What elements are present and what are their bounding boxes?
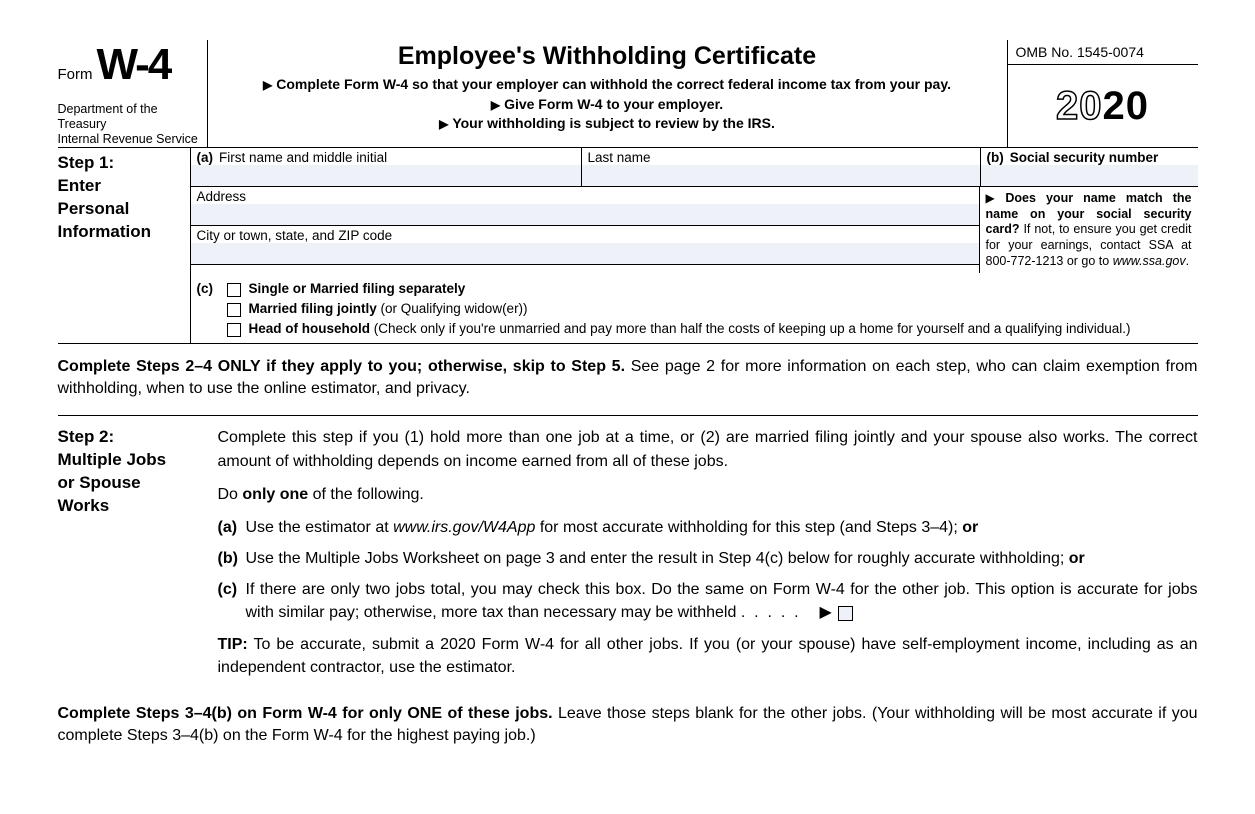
- mid-instr-bold: Complete Steps 2–4 ONLY if they apply to…: [58, 358, 626, 375]
- ssn-note-period: .: [1186, 254, 1189, 268]
- triangle-icon: ▶: [491, 98, 500, 112]
- filing-status-group: (c) Single or Married filing separately …: [191, 273, 1198, 343]
- leader-dots: [736, 604, 807, 621]
- step2-h3: or Spouse: [58, 472, 206, 495]
- bottom-bold: Complete Steps 3–4(b) on Form W-4 for on…: [58, 705, 553, 722]
- mid-instruction: Complete Steps 2–4 ONLY if they apply to…: [58, 344, 1198, 409]
- address-input[interactable]: [191, 204, 979, 226]
- triangle-icon: ▶: [439, 117, 448, 131]
- prefix-b: (b): [987, 150, 1004, 165]
- first-name-label: First name and middle initial: [219, 150, 387, 165]
- ssn-label: Social security number: [1010, 150, 1159, 165]
- step2-do-b: only one: [242, 486, 308, 503]
- step1-h1: Step 1:: [58, 152, 184, 175]
- prefix-a: (a): [197, 150, 214, 165]
- opt-a-url: www.irs.gov/W4App: [393, 519, 535, 536]
- tip-rest: To be accurate, submit a 2020 Form W-4 f…: [218, 636, 1198, 676]
- header-line1: Complete Form W-4 so that your employer …: [276, 76, 951, 92]
- bottom-instruction: Complete Steps 3–4(b) on Form W-4 for on…: [58, 689, 1198, 756]
- tax-year: 2020: [1008, 65, 1198, 147]
- form-number: W-4: [97, 40, 171, 90]
- step1-h2: Enter: [58, 175, 184, 198]
- step2-p1: Complete this step if you (1) hold more …: [218, 426, 1198, 472]
- header-line2: Give Form W-4 to your employer.: [504, 96, 723, 112]
- address-label: Address: [191, 187, 979, 204]
- opt-b-label: (b): [218, 547, 246, 570]
- opt-married-r: (or Qualifying widow(er)): [377, 301, 528, 316]
- opt-hoh-b: Head of household: [249, 321, 371, 336]
- header-line3: Your withholding is subject to review by…: [452, 115, 775, 131]
- header-left: FormW-4 Department of the Treasury Inter…: [58, 40, 208, 147]
- step2-body: Complete this step if you (1) hold more …: [218, 426, 1198, 689]
- step2-block: Step 2: Multiple Jobs or Spouse Works Co…: [58, 426, 1198, 689]
- city-input[interactable]: [191, 243, 979, 265]
- omb-number: OMB No. 1545-0074: [1008, 40, 1198, 65]
- ssn-note: ▶Does your name match the name on your s…: [980, 187, 1198, 273]
- header-right: OMB No. 1545-0074 2020: [1008, 40, 1198, 147]
- header-middle: Employee's Withholding Certificate ▶ Comp…: [208, 40, 1008, 147]
- checkbox-single[interactable]: [227, 283, 241, 297]
- triangle-icon: ▶: [820, 601, 832, 624]
- step2-h4: Works: [58, 495, 206, 518]
- step1-h4: Information: [58, 221, 184, 244]
- step2-h2: Multiple Jobs: [58, 449, 206, 472]
- opt-a-or: or: [962, 519, 978, 536]
- opt-a-post: for most accurate withholding for this s…: [535, 519, 962, 536]
- step1-block: Step 1: Enter Personal Information (a) Fi…: [58, 148, 1198, 344]
- divider: [58, 415, 1198, 416]
- prefix-c: (c): [197, 281, 227, 296]
- first-name-input[interactable]: [191, 165, 581, 187]
- opt-hoh-r: (Check only if you're unmarried and pay …: [370, 321, 1131, 336]
- opt-c-label: (c): [218, 578, 246, 624]
- checkbox-married-joint[interactable]: [227, 303, 241, 317]
- checkbox-head-household[interactable]: [227, 323, 241, 337]
- form-title: Employee's Withholding Certificate: [222, 42, 993, 71]
- step2-do-pre: Do: [218, 486, 243, 503]
- form-word: Form: [58, 66, 93, 83]
- opt-married-b: Married filing jointly: [249, 301, 377, 316]
- opt-b-txt: Use the Multiple Jobs Worksheet on page …: [246, 550, 1069, 567]
- checkbox-two-jobs[interactable]: [838, 606, 853, 621]
- step1-heading: Step 1: Enter Personal Information: [58, 148, 190, 343]
- step2-heading: Step 2: Multiple Jobs or Spouse Works: [58, 426, 218, 689]
- triangle-icon: ▶: [263, 78, 272, 92]
- city-label: City or town, state, and ZIP code: [191, 226, 979, 243]
- opt-a-pre: Use the estimator at: [246, 519, 394, 536]
- opt-b-or: or: [1069, 550, 1085, 567]
- opt-a-label: (a): [218, 516, 246, 539]
- tip-bold: TIP:: [218, 636, 248, 653]
- ssn-note-url: www.ssa.gov: [1113, 254, 1186, 268]
- step2-h1: Step 2:: [58, 426, 206, 449]
- form-header: FormW-4 Department of the Treasury Inter…: [58, 40, 1198, 148]
- department-line2: Internal Revenue Service: [58, 132, 199, 147]
- department-line1: Department of the Treasury: [58, 102, 199, 132]
- opt-c-txt: If there are only two jobs total, you ma…: [246, 581, 1198, 621]
- step1-h3: Personal: [58, 198, 184, 221]
- step2-do-post: of the following.: [308, 486, 424, 503]
- opt-single: Single or Married filing separately: [249, 281, 466, 296]
- last-name-label: Last name: [582, 148, 980, 165]
- year-outline: 20: [1056, 84, 1103, 129]
- form-w4: FormW-4 Department of the Treasury Inter…: [58, 40, 1198, 756]
- triangle-icon: ▶: [986, 191, 1002, 205]
- last-name-input[interactable]: [582, 165, 980, 187]
- ssn-input[interactable]: [981, 165, 1198, 187]
- step1-fields: (a) First name and middle initial Last na…: [190, 148, 1198, 343]
- year-solid: 20: [1103, 84, 1150, 129]
